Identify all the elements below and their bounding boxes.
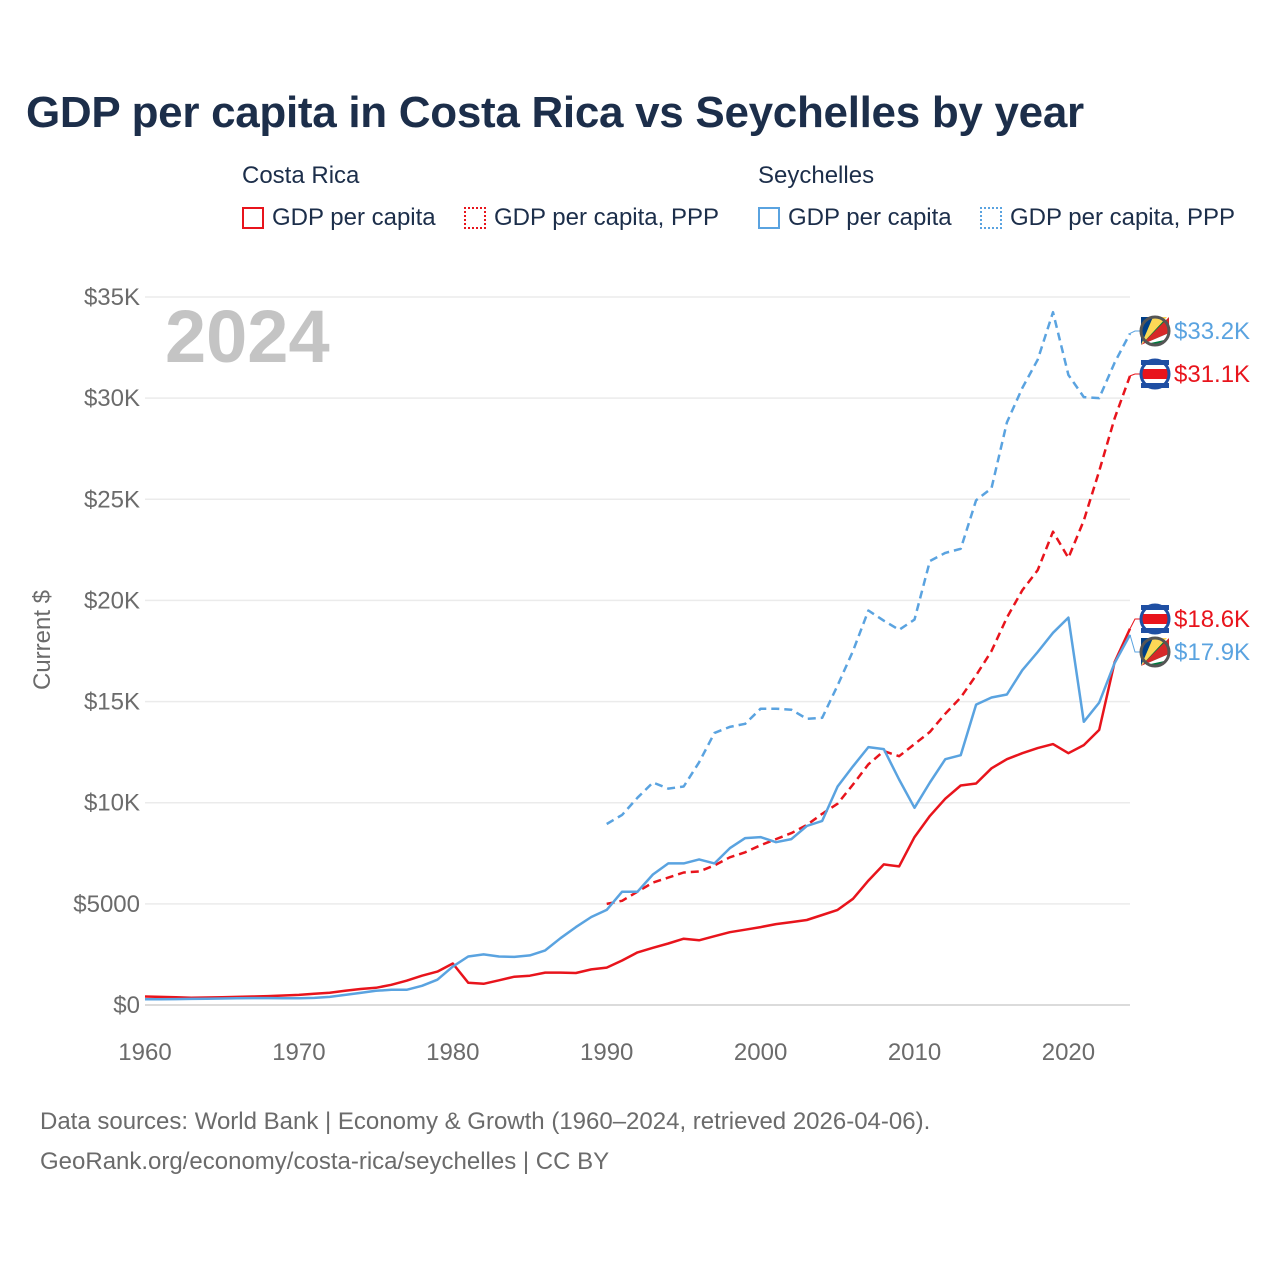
legend-swatch-dotted (464, 207, 486, 229)
flag-ray (1141, 638, 1167, 666)
flag-stripe (1141, 628, 1169, 633)
end-connector (1129, 330, 1141, 334)
end-value-label: $33.2K (1174, 318, 1250, 345)
legend-swatch-solid (758, 207, 780, 229)
x-tick-label: 2020 (1042, 1039, 1095, 1066)
footer-url: GeoRank.org/economy/costa-rica/seychelle… (40, 1148, 610, 1175)
y-tick-label: $0 (113, 992, 140, 1019)
end-connector (1129, 618, 1141, 629)
x-tick-label: 2010 (888, 1039, 941, 1066)
flag-rim (1139, 603, 1171, 635)
flag-stripe (1141, 360, 1169, 365)
legend-label: GDP per capita, PPP (1010, 204, 1235, 231)
year-watermark: 2024 (165, 295, 330, 378)
flag-ray (1141, 317, 1167, 345)
legend-swatch-dotted (980, 207, 1002, 229)
flag-rim (1139, 636, 1171, 668)
flag-rim (1139, 358, 1171, 390)
end-value-label: $17.9K (1174, 639, 1250, 666)
series-line-costa-rica-ppp (606, 375, 1132, 906)
flag-stripe (1141, 605, 1169, 610)
legend-group-costa-rica: Costa Rica (242, 162, 360, 189)
flag-stripe (1141, 614, 1169, 624)
end-value-label: $31.1K (1174, 361, 1250, 388)
legend-group-seychelles: Seychelles (758, 162, 875, 189)
x-tick-label: 1970 (272, 1039, 325, 1066)
y-tick-label: $20K (84, 587, 140, 614)
end-connector (1129, 634, 1141, 653)
y-axis-title: Current $ (29, 590, 56, 690)
series-lines (144, 310, 1132, 1001)
y-tick-label: $15K (84, 689, 140, 716)
y-tick-label: $35K (84, 284, 140, 311)
end-connector (1129, 373, 1141, 377)
series-line-seychelles-gdp (145, 616, 1132, 1001)
legend-label: GDP per capita (272, 204, 436, 231)
flag-stripe (1141, 369, 1169, 379)
x-tick-label: 1990 (580, 1039, 633, 1066)
y-axis-ticks: $0 $5000 $10K $15K $20K $25K $30K $35K (73, 284, 140, 1019)
legend-label: GDP per capita, PPP (494, 204, 719, 231)
legend-item-seychelles-gdp-ppp[interactable]: GDP per capita, PPP (980, 204, 1235, 232)
x-axis-ticks: 1960 1970 1980 1990 2000 2010 2020 (118, 1039, 1095, 1066)
series-line-costa-rica-gdp (144, 628, 1132, 999)
y-tick-label: $10K (84, 790, 140, 817)
flag-ray (1141, 317, 1169, 345)
flag-stripe (1141, 383, 1169, 388)
costa-rica-flag-icon (1139, 358, 1171, 390)
end-markers: $33.2K $31.1K $18.6K $17.9K (1129, 315, 1250, 668)
y-tick-label: $5000 (73, 891, 140, 918)
flag-rim (1139, 315, 1171, 347)
end-value-label: $18.6K (1174, 606, 1250, 633)
x-tick-label: 1980 (426, 1039, 479, 1066)
costa-rica-flag-icon (1139, 603, 1171, 635)
legend-item-costa-rica-gdp-ppp[interactable]: GDP per capita, PPP (464, 204, 719, 232)
y-tick-label: $25K (84, 486, 140, 513)
series-line-seychelles-ppp (606, 310, 1132, 826)
legend-label: GDP per capita (788, 204, 952, 231)
flag-ray (1141, 638, 1169, 666)
x-tick-label: 2000 (734, 1039, 787, 1066)
footer-sources: Data sources: World Bank | Economy & Gro… (40, 1108, 931, 1135)
chart-title: GDP per capita in Costa Rica vs Seychell… (26, 88, 1084, 137)
y-tick-label: $30K (84, 385, 140, 412)
grid-lines (145, 296, 1130, 905)
seychelles-flag-icon (1139, 315, 1171, 347)
legend-item-costa-rica-gdp[interactable]: GDP per capita (242, 204, 436, 232)
x-tick-label: 1960 (118, 1039, 171, 1066)
legend-swatch-solid (242, 207, 264, 229)
legend-item-seychelles-gdp[interactable]: GDP per capita (758, 204, 952, 232)
seychelles-flag-icon (1139, 636, 1171, 668)
